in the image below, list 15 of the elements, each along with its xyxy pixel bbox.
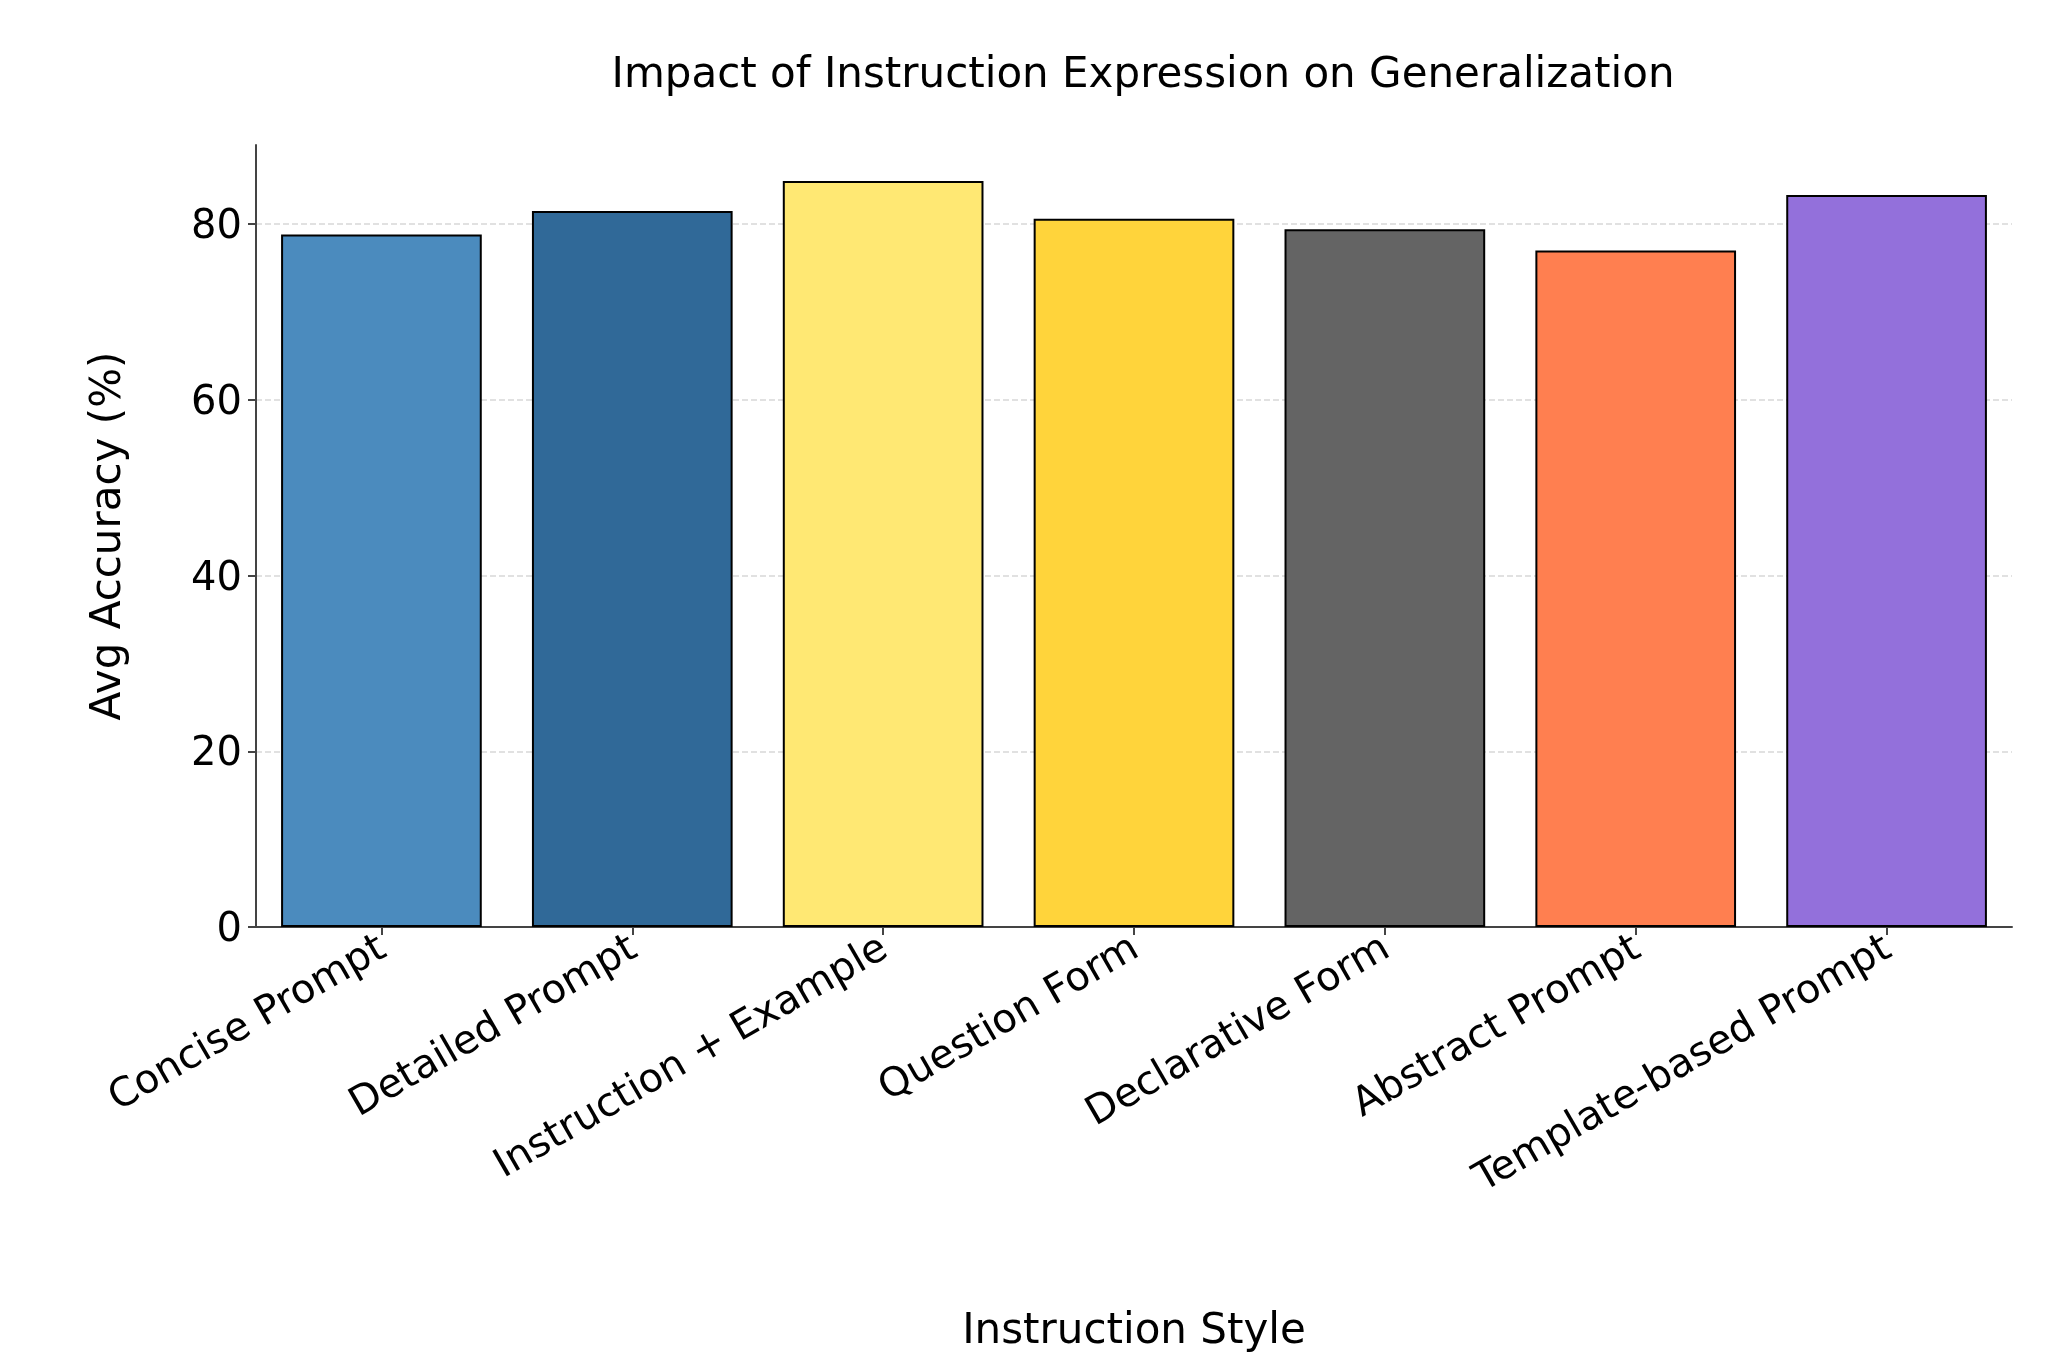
chart-title: Impact of Instruction Expression on Generalization [611, 47, 1675, 97]
bar [782, 181, 984, 927]
bar [531, 210, 733, 927]
bar [1284, 229, 1486, 927]
bar [1033, 218, 1235, 927]
bar [1786, 195, 1987, 927]
y-tick-label: 20 [191, 728, 242, 775]
y-tick-label: 60 [191, 376, 242, 423]
bar [1535, 250, 1737, 927]
bar [281, 234, 482, 927]
y-axis-title: Avg Accuracy (%) [80, 351, 130, 721]
x-axis-title: Instruction Style [962, 1303, 1306, 1353]
y-tick-label: 40 [191, 552, 242, 599]
y-tick-label: 0 [216, 904, 242, 950]
y-tick-label: 80 [191, 201, 242, 248]
